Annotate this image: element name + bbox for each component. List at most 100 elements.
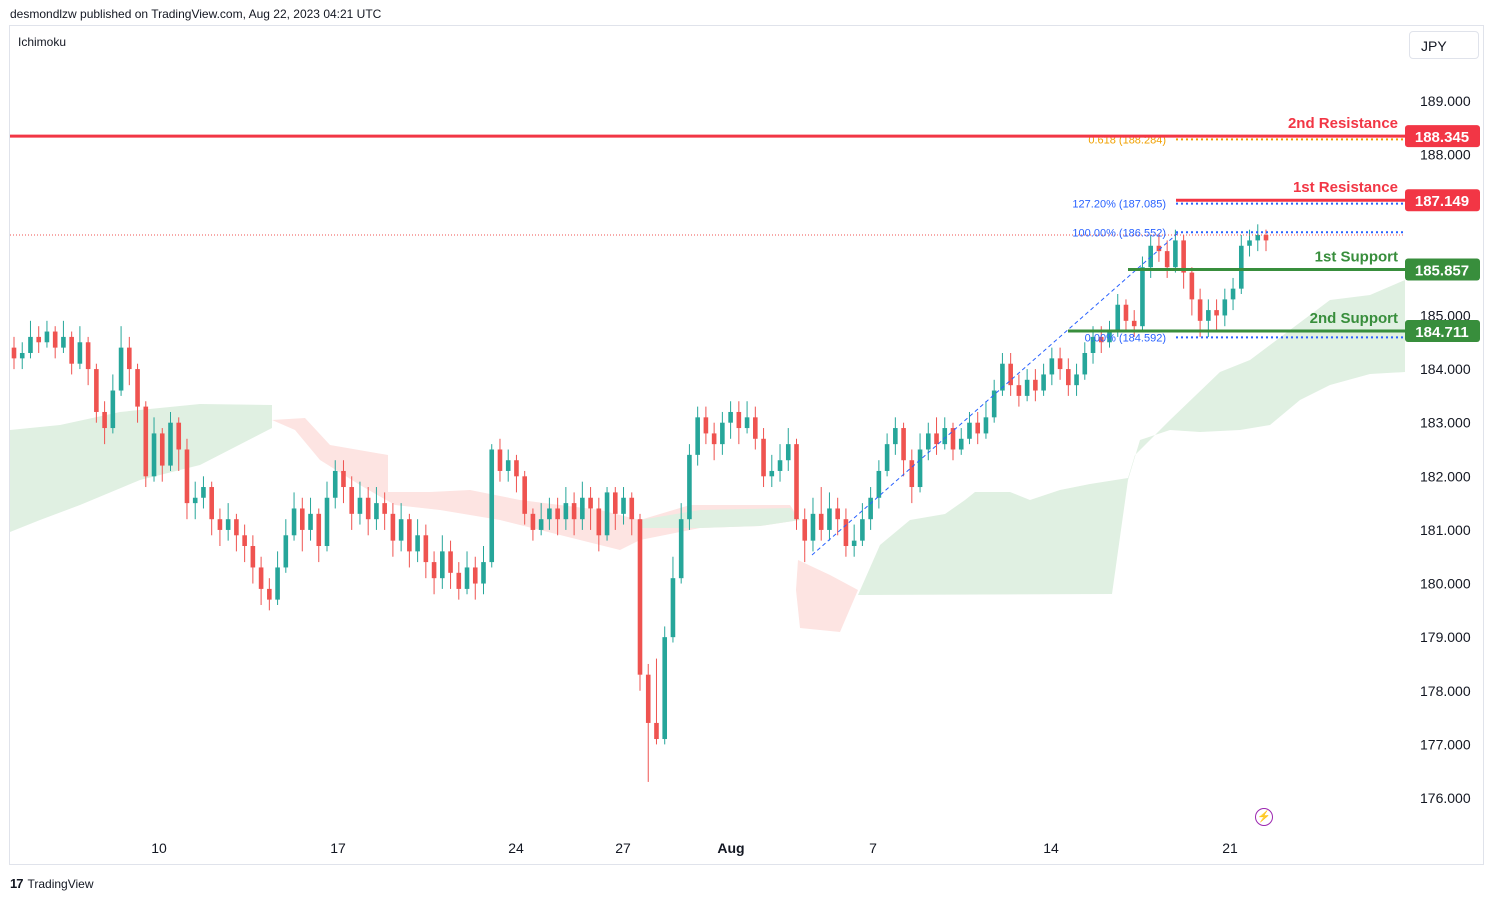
candle-body <box>1115 304 1121 332</box>
currency-button[interactable]: JPY <box>1409 31 1479 59</box>
candle-body <box>44 331 50 343</box>
candle-body <box>703 417 709 434</box>
candle-body <box>1206 310 1211 321</box>
candle-body <box>563 503 569 520</box>
candle-body <box>36 336 42 343</box>
price-axis-tag <box>1405 189 1480 212</box>
candle-body <box>967 422 972 439</box>
candle-body <box>983 417 989 434</box>
candle-body <box>332 470 338 498</box>
candle-body <box>365 497 371 520</box>
candle-body <box>571 503 577 520</box>
candle-body <box>604 492 610 536</box>
candle-body <box>769 470 775 477</box>
candle-body <box>102 411 107 429</box>
level-name-label: 1st Resistance <box>1293 179 1398 196</box>
ichimoku-cloud-bull-1 <box>10 404 272 532</box>
candle-body <box>893 428 898 445</box>
candle-body <box>61 336 66 348</box>
candle-body <box>1131 320 1137 327</box>
candle-body <box>629 497 635 520</box>
candle-body <box>909 460 915 488</box>
candle-body <box>299 508 305 530</box>
price-axis-tag-label: 187.149 <box>1415 193 1469 210</box>
candle-body <box>860 519 865 541</box>
candle-body <box>431 562 437 579</box>
candle-body <box>19 352 25 359</box>
candle-body <box>1082 352 1088 375</box>
candle-body <box>497 449 503 471</box>
candle-body <box>1255 235 1261 241</box>
candle-body <box>1098 336 1104 343</box>
fib-level-label: 0.00% (184.592) <box>1085 332 1166 344</box>
ichimoku-cloud-bear-2 <box>796 560 858 632</box>
candle-body <box>1230 288 1236 300</box>
y-tick-label: 177.000 <box>1420 736 1471 752</box>
candle-body <box>843 519 849 547</box>
candle-body <box>1123 304 1129 321</box>
indicator-label-ichimoku[interactable]: Ichimoku <box>18 35 67 49</box>
candle-body <box>382 503 387 514</box>
candle-body <box>1238 245 1244 289</box>
y-tick-label: 189.000 <box>1420 93 1471 109</box>
candle-body <box>818 513 824 530</box>
candle-body <box>1197 299 1203 321</box>
candle-body <box>1090 336 1096 353</box>
candle-body <box>440 551 445 579</box>
candle-body <box>1057 358 1063 370</box>
candle-body <box>934 433 939 445</box>
y-tick-label: 185.000 <box>1420 307 1471 323</box>
candle-body <box>761 438 766 477</box>
candle-body <box>580 497 585 520</box>
candle-body <box>283 535 289 568</box>
candle-body <box>555 508 560 520</box>
ichimoku-cloud-bull-2 <box>640 508 800 528</box>
level-name-label: 1st Support <box>1315 249 1398 266</box>
candle-body <box>1164 251 1170 268</box>
x-tick-label: 24 <box>508 840 524 856</box>
candle-body <box>423 535 429 563</box>
candle-body <box>925 433 931 450</box>
price-axis-tag <box>1405 258 1480 281</box>
candle-body <box>505 460 511 471</box>
candle-body <box>217 519 223 530</box>
lightning-icon[interactable]: ⚡ <box>1255 808 1273 826</box>
candle-body <box>250 546 256 568</box>
candle-body <box>538 519 544 530</box>
candle-body <box>868 497 873 520</box>
candle-body <box>975 422 981 434</box>
candle-body <box>728 411 733 423</box>
candle-body <box>390 513 396 541</box>
candle-body <box>958 438 964 450</box>
candle-body <box>794 444 799 520</box>
candle-body <box>184 449 190 504</box>
candle-body <box>316 513 322 547</box>
chart-pane[interactable] <box>9 25 1484 865</box>
candle-body <box>1000 363 1005 391</box>
candle-body <box>415 535 420 552</box>
candle-body <box>168 422 173 466</box>
candle-body <box>85 342 91 370</box>
x-tick-label: 10 <box>151 840 167 856</box>
candle-body <box>456 572 462 589</box>
candle-body <box>1263 235 1269 241</box>
x-tick-label: 21 <box>1222 840 1238 856</box>
candle-body <box>637 519 643 675</box>
candle-body <box>901 428 906 461</box>
candle-body <box>341 470 346 488</box>
candle-body <box>374 503 379 520</box>
candle-body <box>201 487 206 498</box>
candle-body <box>398 519 404 541</box>
candle-body <box>687 454 692 520</box>
candle-body <box>448 551 453 573</box>
y-tick-label: 176.000 <box>1420 790 1471 806</box>
candle-body <box>522 476 527 514</box>
candle-body <box>612 492 618 514</box>
footer-brand-label: TradingView <box>27 876 94 891</box>
candle-body <box>143 406 149 477</box>
candle-body <box>110 390 116 429</box>
candle-body <box>777 460 783 471</box>
candle-body <box>481 562 486 584</box>
candle-body <box>489 449 495 563</box>
